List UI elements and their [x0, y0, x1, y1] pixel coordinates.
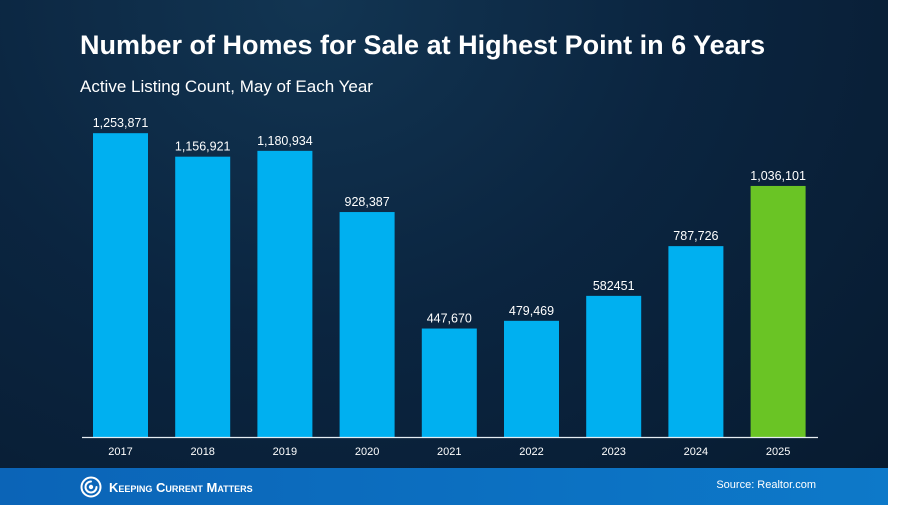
value-label-2019: 1,180,934: [257, 134, 313, 148]
value-label-2023: 582451: [593, 279, 635, 293]
x-tick-label-2019: 2019: [273, 446, 297, 458]
x-tick-label-2023: 2023: [601, 446, 625, 458]
chart-title: Number of Homes for Sale at Highest Poin…: [80, 30, 766, 60]
value-label-2017: 1,253,871: [93, 116, 149, 130]
x-tick-label-2024: 2024: [684, 446, 708, 458]
x-tick-label-2018: 2018: [190, 446, 214, 458]
x-tick-label-2020: 2020: [355, 446, 379, 458]
bar-2018: [175, 156, 231, 438]
x-tick-label-2017: 2017: [108, 446, 132, 458]
bar-2025: [750, 185, 806, 437]
x-tick-label-2022: 2022: [519, 446, 543, 458]
bars-group: 1,253,871 2017 1,156,921 2018 1,180,934 2019 9…: [93, 116, 806, 458]
chart-subtitle: Active Listing Count, May of Each Year: [80, 77, 373, 96]
bar-2023: [586, 295, 642, 437]
bar-chart: 1,253,871 2017 1,156,921 2018 1,180,934 2019 9…: [82, 116, 818, 458]
bar-2020: [339, 212, 395, 437]
brand-logo: Keeping Current Matters: [80, 475, 253, 499]
x-tick-label-2021: 2021: [437, 446, 461, 458]
value-label-2021: 447,670: [427, 312, 472, 326]
value-label-2020: 928,387: [345, 195, 390, 209]
bar-2019: [257, 150, 313, 438]
value-label-2024: 787,726: [673, 229, 718, 243]
bar-2017: [93, 133, 148, 437]
source-note: Source: Realtor.com: [716, 479, 816, 491]
bar-2021: [421, 328, 477, 437]
value-label-2025: 1,036,101: [750, 169, 806, 183]
brand-name: Keeping Current Matters: [109, 479, 253, 495]
kcm-swirl-icon: [80, 476, 102, 498]
value-label-2022: 479,469: [509, 304, 554, 318]
value-label-2018: 1,156,921: [175, 140, 231, 154]
bar-2024: [668, 246, 724, 437]
x-tick-label-2025: 2025: [766, 446, 790, 458]
footer-bar: Keeping Current Matters Source: Realtor.…: [0, 468, 888, 505]
bar-2022: [504, 320, 559, 437]
